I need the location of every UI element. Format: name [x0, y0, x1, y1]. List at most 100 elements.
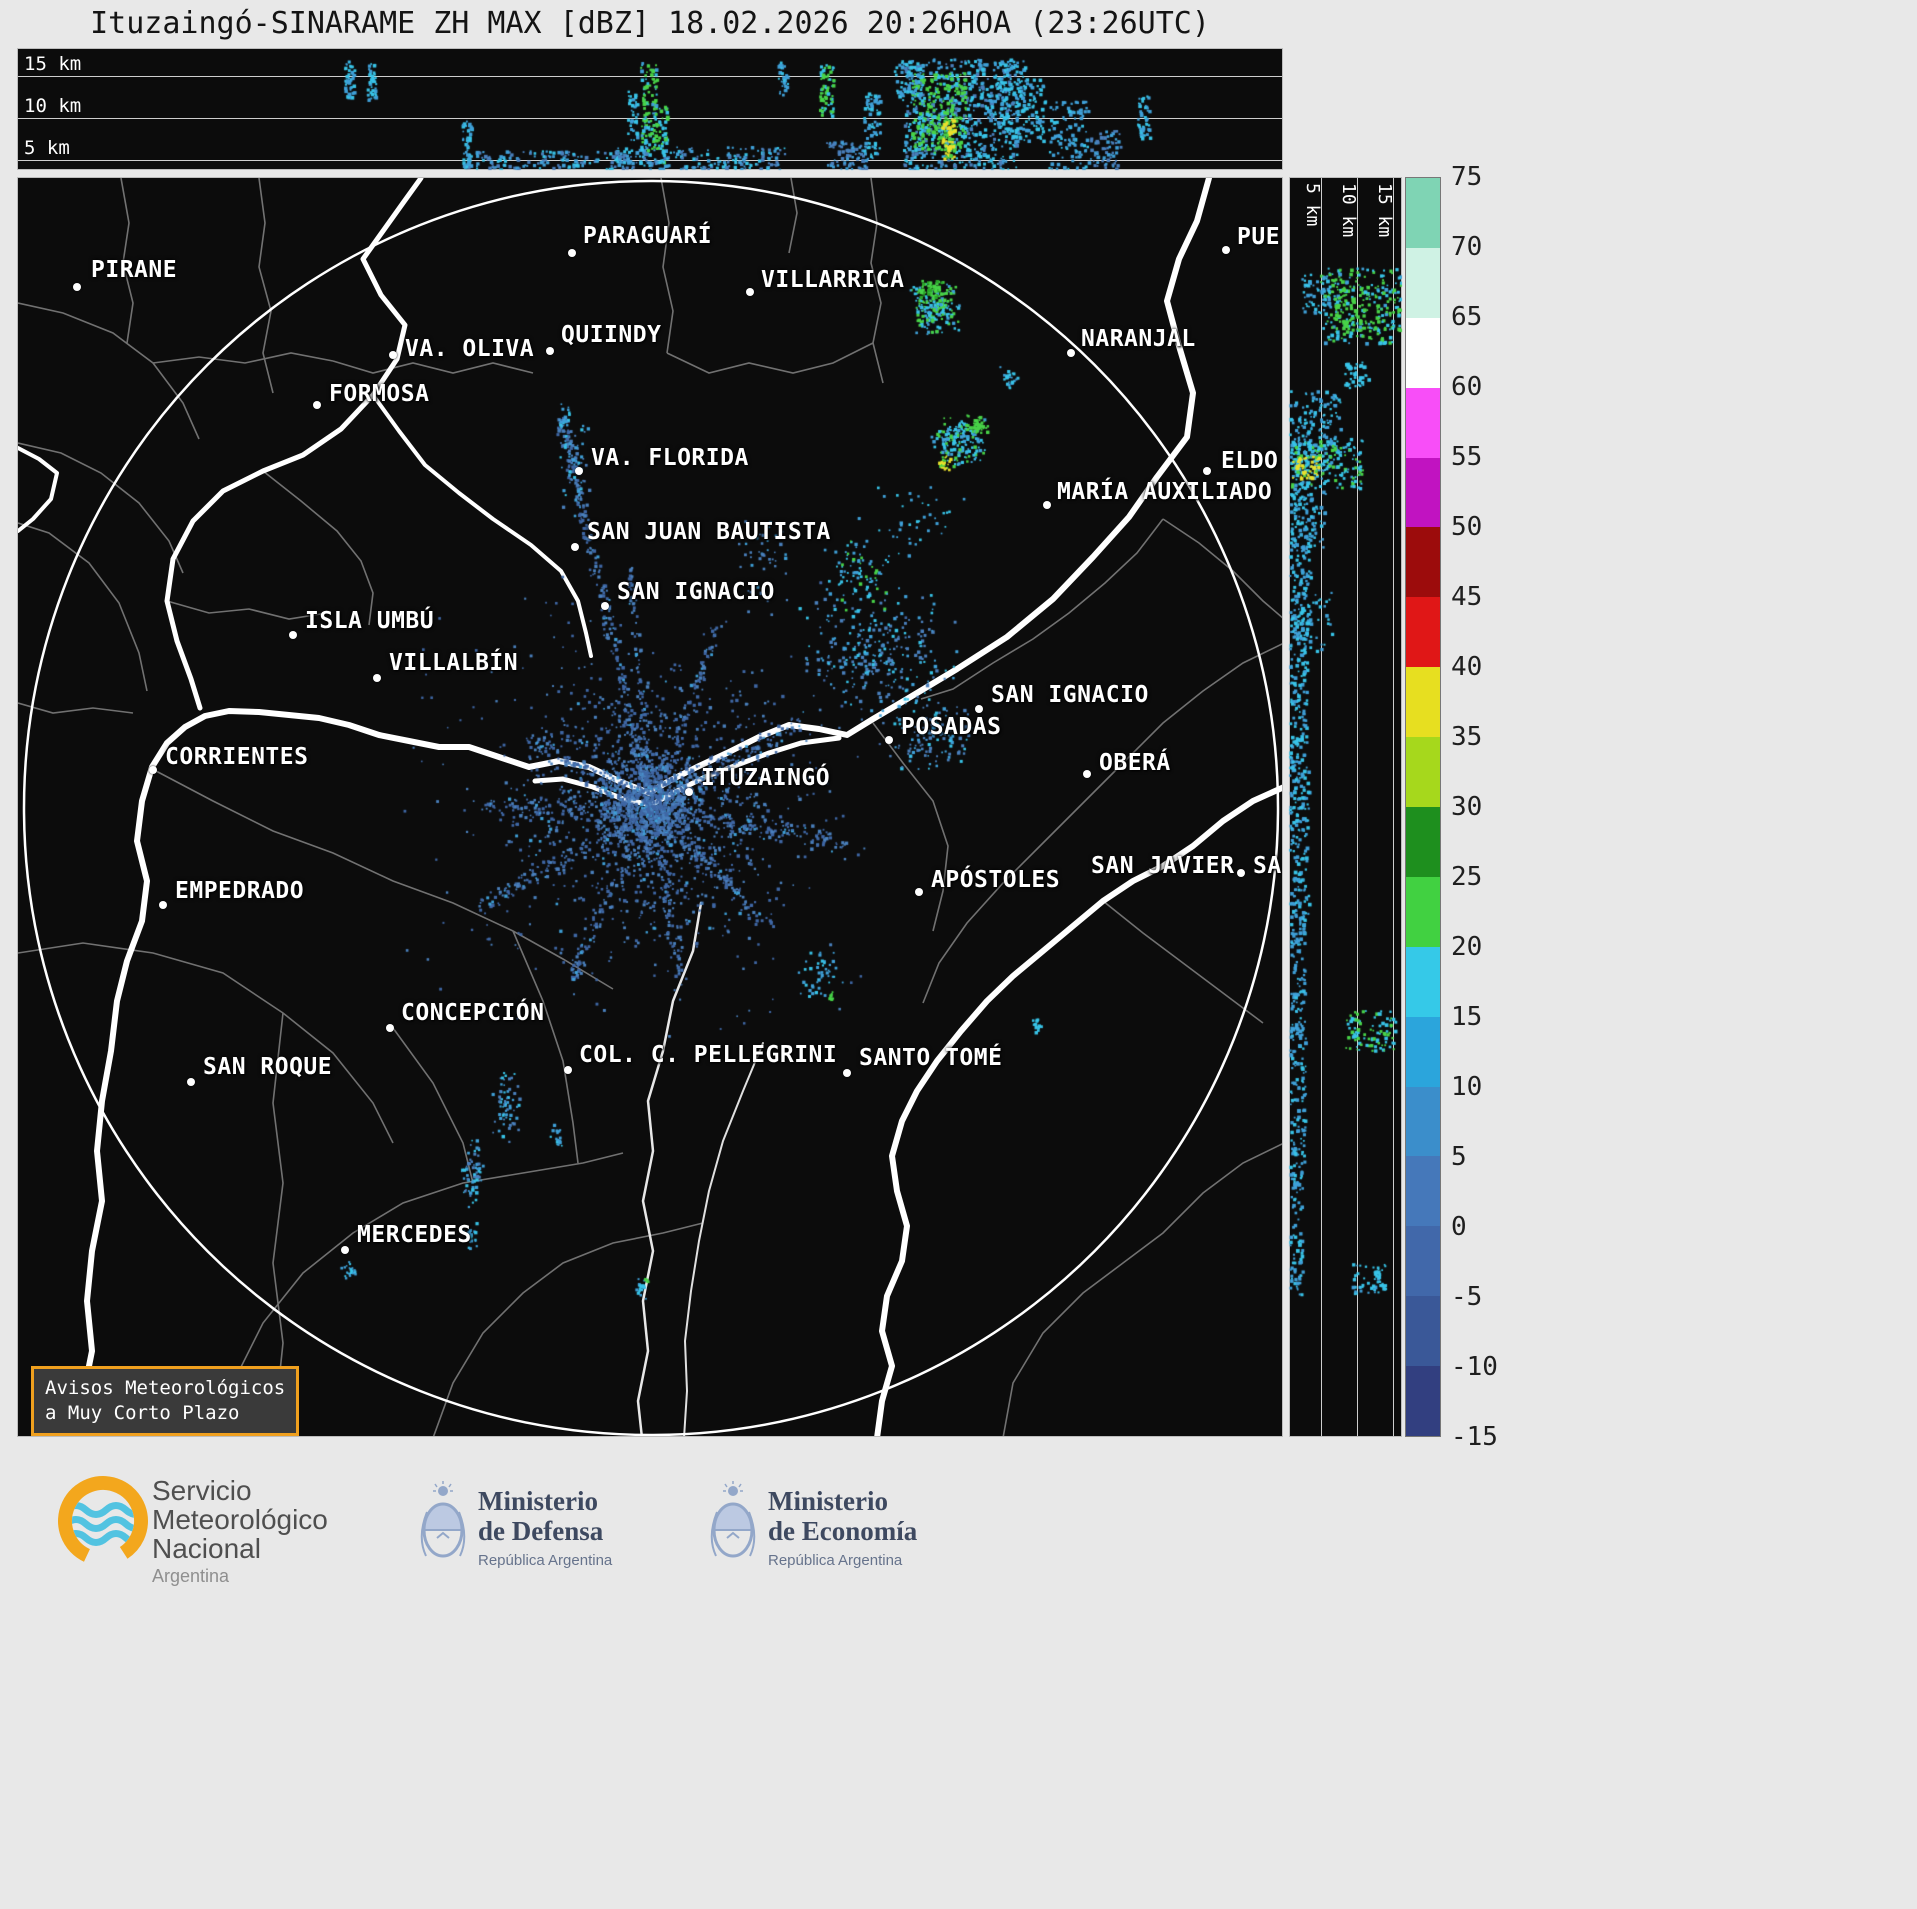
colorbar-segment — [1406, 527, 1440, 598]
colorbar-tick-label: 5 — [1451, 1142, 1467, 1172]
colorbar-tick-label: 40 — [1451, 652, 1483, 682]
warning-line-2: a Muy Corto Plazo — [45, 1402, 240, 1424]
height-label-10km: 10 km — [24, 95, 82, 117]
height-gridline-5km — [1321, 178, 1322, 1436]
city-label: CORRIENTES — [165, 744, 309, 770]
city-label: APÓSTOLES — [931, 867, 1061, 893]
height-gridline-5km — [18, 160, 1282, 161]
colorbar-segment — [1406, 1226, 1440, 1297]
colorbar-tick-label: 60 — [1451, 372, 1483, 402]
city-dot — [601, 602, 609, 610]
economia-wordmark: Ministerio de Economía República Argenti… — [768, 1486, 917, 1569]
colorbar-tick-label: 75 — [1451, 162, 1483, 192]
city-dot — [313, 401, 321, 409]
colorbar-segment — [1406, 178, 1440, 248]
defensa-sub: República Argentina — [478, 1552, 613, 1569]
economia-sub: República Argentina — [768, 1552, 903, 1569]
side-cross-section-panel: 5 km 10 km 15 km — [1289, 177, 1402, 1437]
city-label: PUE — [1237, 224, 1281, 250]
defensa-line-2: de Defensa — [478, 1516, 604, 1546]
smn-line-1: Servicio — [152, 1475, 252, 1506]
city-label: ITUZAINGÓ — [701, 765, 831, 791]
height-label-10km: 10 km — [1338, 183, 1359, 238]
defensa-wordmark: Ministerio de Defensa República Argentin… — [478, 1486, 612, 1569]
range-ring-overlay — [22, 179, 1280, 1436]
colorbar-tick-label: 10 — [1451, 1072, 1483, 1102]
city-dot — [386, 1024, 394, 1032]
city-label: VA. OLIVA — [405, 336, 535, 362]
economia-line-2: de Economía — [768, 1516, 918, 1546]
colorbar-segment — [1406, 597, 1440, 668]
city-label: FORMOSA — [329, 381, 430, 407]
colorbar-tick-label: 70 — [1451, 232, 1483, 262]
city-dot — [564, 1066, 572, 1074]
colorbar-tick-label: 35 — [1451, 722, 1483, 752]
city-dot — [843, 1069, 851, 1077]
height-gridline-10km — [18, 118, 1282, 119]
city-label: MERCEDES — [357, 1222, 472, 1248]
city-label: VA. FLORIDA — [591, 445, 749, 471]
city-dot — [1203, 467, 1211, 475]
city-label: PIRANE — [91, 257, 178, 283]
city-label: ELDO — [1221, 448, 1279, 474]
city-dot — [546, 347, 554, 355]
economia-coat-of-arms-icon — [710, 1481, 756, 1558]
height-label-5km: 5 km — [24, 137, 70, 159]
city-dot — [289, 631, 297, 639]
city-label: CONCEPCIÓN — [401, 1000, 545, 1026]
city-label: SAN ROQUE — [203, 1054, 333, 1080]
city-dot — [1043, 501, 1051, 509]
city-label: ISLA UMBÚ — [305, 608, 435, 634]
height-label-5km: 5 km — [1302, 183, 1323, 227]
city-dot — [1222, 246, 1230, 254]
colorbar-segment — [1406, 247, 1440, 318]
colorbar-tick-label: 30 — [1451, 792, 1483, 822]
city-label: SAN IGNACIO — [617, 579, 775, 605]
city-label: VILLARRICA — [761, 267, 905, 293]
smn-country: Argentina — [152, 1566, 230, 1586]
city-label: VILLALBÍN — [389, 650, 519, 676]
defensa-coat-of-arms-icon — [420, 1481, 466, 1558]
city-dot — [1067, 349, 1075, 357]
city-dot — [159, 901, 167, 909]
warning-line-1: Avisos Meteorológicos — [45, 1377, 286, 1399]
colorbar-ticks: 75 70 65 60 55 50 45 40 35 30 25 20 15 10 5 0 -5 -10 -15 — [1451, 162, 1531, 1452]
height-gridline-15km — [18, 76, 1282, 77]
city-dot — [885, 736, 893, 744]
colorbar-tick-label: 15 — [1451, 1002, 1483, 1032]
height-gridline-10km — [1357, 178, 1358, 1436]
city-label: EMPEDRADO — [175, 878, 305, 904]
city-label: SANTO TOMÉ — [859, 1045, 1003, 1071]
city-label: COL. C. PELLEGRINI — [579, 1042, 838, 1068]
city-label: MARÍA AUXILIADO — [1057, 479, 1273, 505]
city-label: OBERÁ — [1099, 750, 1171, 776]
city-dot — [915, 888, 923, 896]
colorbar-segment — [1406, 317, 1440, 388]
city-dot — [389, 351, 397, 359]
city-dot — [1083, 770, 1091, 778]
defensa-line-1: Ministerio — [478, 1486, 598, 1516]
city-label: PARAGUARÍ — [583, 223, 713, 249]
colorbar-segment — [1406, 946, 1440, 1017]
colorbar-segment — [1406, 387, 1440, 458]
city-dot — [149, 766, 157, 774]
colorbar-tick-label: 55 — [1451, 442, 1483, 472]
city-dot — [187, 1078, 195, 1086]
colorbar-segment — [1406, 1296, 1440, 1367]
smn-wordmark: Servicio Meteorológico Nacional Argentin… — [152, 1476, 328, 1587]
city-dot — [1237, 869, 1245, 877]
colorbar-tick-label: 20 — [1451, 932, 1483, 962]
range-ring — [22, 179, 1280, 1436]
colorbar-segment — [1406, 1156, 1440, 1227]
city-dot — [575, 467, 583, 475]
smn-logo-icon — [58, 1476, 148, 1566]
colorbar-segment — [1406, 1016, 1440, 1087]
page-title: Ituzaingó-SINARAME ZH MAX [dBZ] 18.02.20… — [90, 6, 1210, 41]
height-label-15km: 15 km — [24, 53, 82, 75]
city-label: POSADAS — [901, 714, 1002, 740]
colorbar-segment — [1406, 876, 1440, 947]
city-dot — [571, 543, 579, 551]
city-dot — [746, 288, 754, 296]
top-cross-section-panel: 15 km 10 km 5 km — [17, 48, 1283, 170]
